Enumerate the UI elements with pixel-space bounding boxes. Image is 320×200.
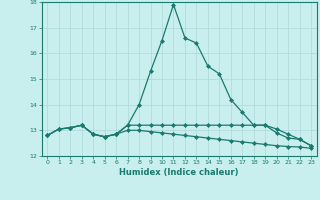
X-axis label: Humidex (Indice chaleur): Humidex (Indice chaleur) [119, 168, 239, 177]
